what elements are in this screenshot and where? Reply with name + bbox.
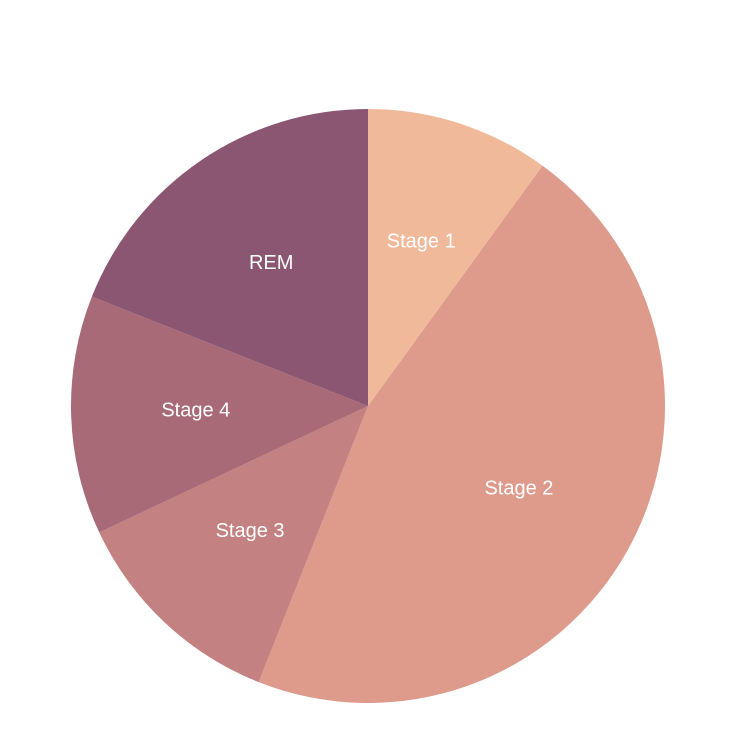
pie-label-stage-3: Stage 3 xyxy=(216,520,285,542)
pie-slices xyxy=(71,108,665,704)
pie-slice-stage-4 xyxy=(71,296,369,533)
pie-slice-stage-3 xyxy=(99,406,369,683)
pie-label-rem: REM xyxy=(249,252,293,274)
pie-label-stage-2: Stage 2 xyxy=(484,477,553,499)
pie-label-stage-1: Stage 1 xyxy=(387,230,456,252)
pie-labels: Stage 1 Stage 2 Stage 3 Stage 4 REM xyxy=(161,230,553,541)
pie-slice-stage-1 xyxy=(368,109,543,406)
pie-slice-rem xyxy=(91,108,368,406)
pie-slice-stage-2 xyxy=(258,165,665,704)
pie-label-stage-4: Stage 4 xyxy=(161,400,230,422)
